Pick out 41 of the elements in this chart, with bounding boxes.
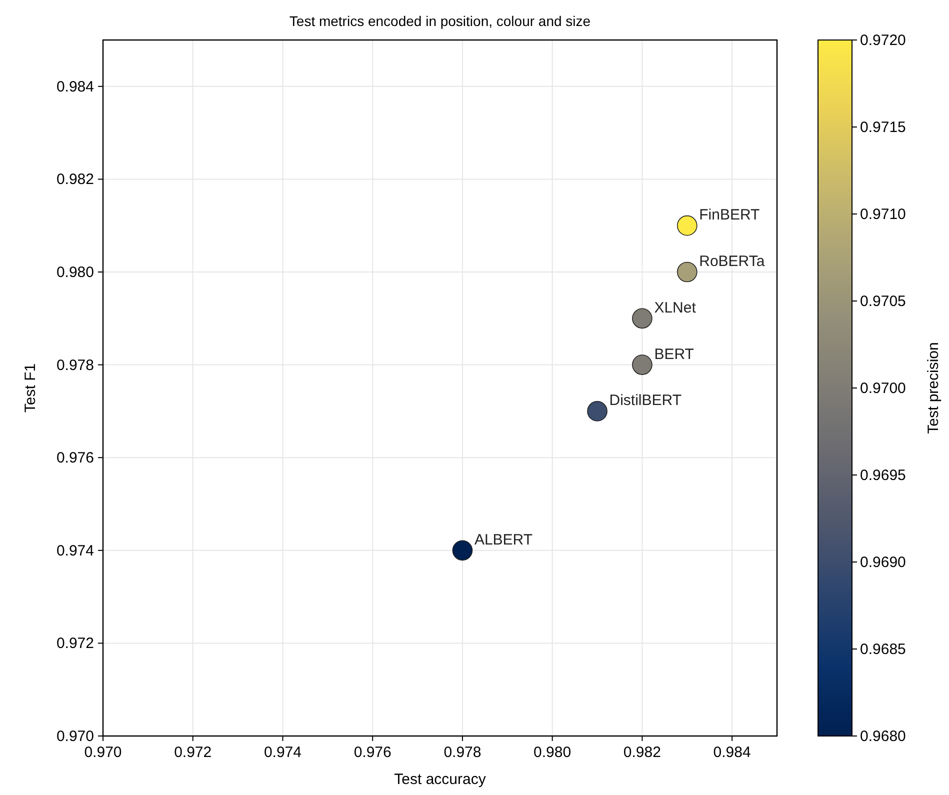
point: [452, 540, 473, 561]
y-tick-label: 0.984: [56, 78, 94, 96]
color-bar-label: 0.9715: [860, 119, 906, 136]
x-tick-label: 0.980: [534, 744, 572, 761]
color-bar-label: 0.9695: [860, 467, 906, 484]
series-label: BERT: [654, 346, 694, 363]
color-bar-label: 0.9720: [860, 32, 906, 49]
point: [676, 262, 698, 282]
point: [676, 215, 698, 236]
point: [587, 401, 608, 422]
series-label: FinBERT: [699, 206, 760, 224]
series-label: RoBERTa: [699, 253, 766, 270]
y-tick-label: 0.980: [56, 264, 94, 281]
color-bar-label: 0.9680: [860, 728, 906, 745]
series-label: ALBERT: [474, 531, 533, 548]
x-tick-label: 0.984: [713, 744, 751, 761]
y-tick-label: 0.976: [56, 450, 94, 467]
color-bar-label: 0.9700: [860, 380, 906, 397]
point: [632, 308, 652, 329]
x-axis-title: Test accuracy: [394, 771, 486, 788]
y-tick-label: 0.974: [56, 542, 94, 560]
color-bar-label: 0.9685: [860, 641, 906, 658]
chart-title: Test metrics encoded in position, colour and size: [289, 13, 591, 29]
y-tick-label: 0.982: [56, 171, 94, 188]
color-bar-label: 0.9710: [860, 206, 906, 223]
y-tick-label: 0.978: [56, 356, 94, 374]
color-bar-label: 0.9690: [860, 554, 906, 571]
x-tick-label: 0.982: [623, 744, 661, 761]
point: [632, 354, 652, 375]
x-tick-label: 0.970: [84, 744, 122, 761]
y-axis-title: Test F1: [22, 363, 39, 413]
series-label: XLNet: [654, 299, 697, 316]
x-tick-label: 0.978: [444, 744, 482, 761]
color-bar-title: Test precision: [925, 342, 942, 434]
x-tick-label: 0.974: [264, 744, 302, 761]
x-tick-label: 0.972: [174, 744, 212, 761]
x-tick-label: 0.976: [354, 744, 392, 761]
color-bar-label: 0.9705: [860, 293, 906, 310]
y-tick-label: 0.970: [56, 728, 94, 745]
y-tick-label: 0.972: [56, 635, 94, 652]
series-label: DistilBERT: [609, 392, 682, 410]
